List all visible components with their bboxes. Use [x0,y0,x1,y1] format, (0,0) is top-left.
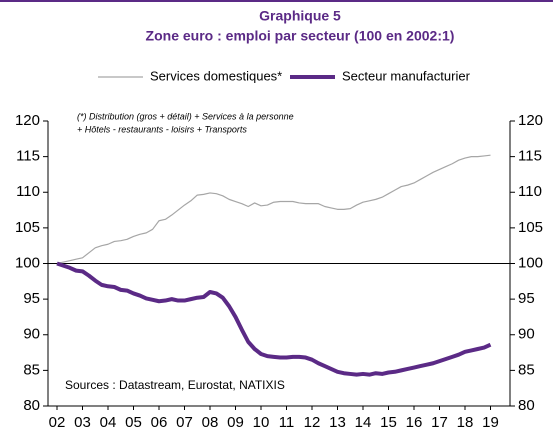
y-tick-label: 90 [23,326,40,343]
x-tick-label: 09 [227,414,244,431]
x-tick-label: 08 [202,414,219,431]
x-tick-label: 05 [125,414,142,431]
x-tick-label: 06 [151,414,168,431]
legend-label: Services domestiques* [150,68,282,83]
y-tick-label: 115 [16,148,40,165]
y-tick-label: 105 [15,219,40,236]
x-tick-label: 16 [406,414,423,431]
x-tick-label: 13 [329,414,346,431]
x-tick-label: 07 [176,414,193,431]
series-line [56,261,492,377]
x-tick-label: 11 [279,414,295,431]
series-line [56,154,491,265]
x-tick-label: 17 [431,414,448,431]
chart-subtitle: Zone euro : emploi par secteur (100 en 2… [146,28,455,44]
y2-tick-label: 80 [518,397,535,414]
y2-tick-label: 110 [518,183,542,200]
x-tick-label: 10 [253,414,270,431]
legend-label: Secteur manufacturier [342,68,471,83]
note: + Hôtels - restaurants - loisirs + Trans… [77,124,247,134]
y2-tick-label: 100 [518,254,543,271]
x-tick-label: 03 [74,414,91,431]
chart-title: Graphique 5 [259,8,341,24]
x-tick-label: 15 [380,414,397,431]
y-tick-label: 80 [23,397,40,414]
y2-tick-label: 115 [518,148,542,165]
x-tick-label: 19 [482,414,499,431]
y-tick-label: 120 [15,112,40,129]
x-tick-label: 12 [304,414,321,431]
x-tick-label: 18 [457,414,474,431]
y2-tick-label: 120 [518,112,543,129]
x-tick-label: 14 [355,414,372,431]
y-tick-label: 85 [23,361,40,378]
y2-tick-label: 95 [518,290,535,307]
y2-tick-label: 105 [518,219,543,236]
y-tick-label: 100 [15,254,40,271]
y2-tick-label: 90 [518,326,535,343]
note: (*) Distribution (gros + détail) + Servi… [77,111,294,121]
source: Sources : Datastream, Eurostat, NATIXIS [65,378,285,392]
x-tick-label: 04 [100,414,117,431]
x-tick-label: 02 [49,414,66,431]
y-tick-label: 95 [23,290,40,307]
y-tick-label: 110 [16,183,40,200]
y2-tick-label: 85 [518,361,535,378]
